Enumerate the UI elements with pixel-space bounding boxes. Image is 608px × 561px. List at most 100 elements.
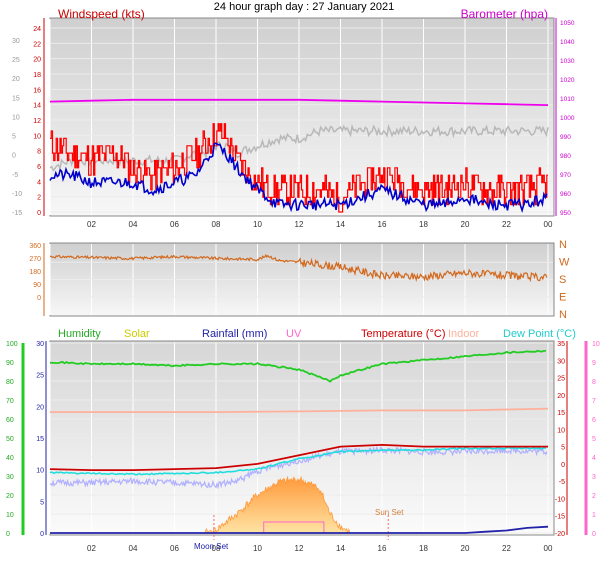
rainfall-axis-tick-label: 30 — [36, 341, 44, 348]
temperature-axis-tick-label: -5 — [559, 479, 565, 486]
series-windspeed — [50, 123, 548, 213]
series-light-blue — [49, 445, 548, 490]
x-tick-label: 16 — [378, 544, 387, 553]
series-wind-low — [49, 142, 548, 213]
series-barometer — [49, 98, 549, 106]
humidity-axis-tick-label: 70 — [6, 398, 14, 405]
windspeed-axis-tick-label: 14 — [33, 103, 41, 110]
direction-panel-series — [49, 253, 548, 283]
temperature-axis-tick-label: -15 — [555, 514, 565, 521]
outer-left-axis-tick-label: 20 — [12, 76, 20, 83]
x-tick-label: 08 — [212, 544, 221, 553]
legend-dew-point: Dew Point (°C) — [503, 328, 576, 340]
temperature-axis-tick-label: -10 — [555, 496, 565, 503]
humidity-axis-tick-label: 30 — [6, 474, 14, 481]
x-tick-label: 10 — [253, 544, 262, 553]
barometer-axis-tick-label: 960 — [560, 191, 571, 198]
x-tick-label: 18 — [419, 220, 428, 229]
uv-axis-tick-label: 5 — [592, 436, 596, 443]
x-tick-label: 02 — [87, 544, 96, 553]
uv-axis-tick-label: 10 — [592, 341, 600, 348]
temperature-axis-tick-label: 5 — [561, 445, 565, 452]
barometer-axis-tick-label: 1030 — [560, 58, 575, 65]
legend-humidity: Humidity — [58, 328, 101, 340]
windspeed-legend: Windspeed (kts) — [58, 7, 145, 21]
barometer-axis-tick-label: 1020 — [560, 77, 575, 84]
windspeed-axis-tick-label: 18 — [33, 72, 41, 79]
compass-axis-tick-label: E — [559, 292, 566, 304]
legend-solar: Solar — [124, 328, 150, 340]
barometer-legend: Barometer (hpa) — [461, 7, 548, 21]
weather-panel-axes: 1009080706050403020100302520151050353025… — [6, 341, 600, 538]
windspeed-axis-tick-label: 6 — [37, 164, 41, 171]
barometer-axis-tick-label: 990 — [560, 134, 571, 141]
barometer-axis-tick-label: 950 — [560, 210, 571, 217]
uv-axis-tick-label: 4 — [592, 455, 596, 462]
rainfall-axis-tick-label: 10 — [36, 468, 44, 475]
barometer-axis-tick-label: 1050 — [560, 20, 575, 27]
uv-axis-tick-label: 2 — [592, 493, 596, 500]
humidity-axis-tick-label: 40 — [6, 455, 14, 462]
outer-left-axis-tick-label: 10 — [12, 114, 20, 121]
legend-indoor: Indoor — [448, 328, 480, 340]
humidity-axis-tick-label: 100 — [6, 341, 18, 348]
outer-left-axis-tick-label: 5 — [12, 134, 16, 141]
barometer-axis-tick-label: 1010 — [560, 96, 575, 103]
weather-panel-series — [49, 349, 549, 540]
humidity-axis-tick-label: 20 — [6, 493, 14, 500]
x-tick-label: 22 — [502, 544, 511, 553]
uv-axis-tick-label: 9 — [592, 360, 596, 367]
x-tick-label: 06 — [170, 220, 179, 229]
wind-panel-axes: 302520151050-5-10-1524222018161412108642… — [12, 18, 575, 217]
uv-axis-tick-label: 1 — [592, 512, 596, 519]
windspeed-axis-tick-label: 24 — [33, 26, 41, 33]
direction-axis-tick-label: 180 — [29, 269, 41, 276]
outer-left-axis-tick-label: 0 — [12, 153, 16, 160]
compass-axis-tick-label: N — [559, 309, 567, 321]
wind-panel-x-ticks: 02 04 06 08 10 12 14 16 18 20 22 00 — [87, 220, 553, 229]
compass-axis-tick-label: S — [559, 274, 566, 286]
windspeed-axis-tick-label: 16 — [33, 87, 41, 94]
outer-left-axis-tick-label: -5 — [12, 172, 18, 179]
uv-axis-tick-label: 0 — [592, 531, 596, 538]
windspeed-axis-tick-label: 0 — [37, 210, 41, 217]
series-grey-wind — [49, 123, 549, 172]
x-tick-label: 18 — [419, 544, 428, 553]
windspeed-axis-tick-label: 20 — [33, 57, 41, 64]
x-tick-label: 00 — [544, 220, 553, 229]
humidity-axis-tick-label: 10 — [6, 512, 14, 519]
legend-rainfall: Rainfall (mm) — [202, 328, 267, 340]
temperature-axis-tick-label: -20 — [555, 531, 565, 538]
outer-left-axis-tick-label: 30 — [12, 38, 20, 45]
temperature-axis-tick-label: 30 — [557, 358, 565, 365]
uv-axis-tick-label: 7 — [592, 398, 596, 405]
windspeed-axis-tick-label: 4 — [37, 179, 41, 186]
windspeed-axis-tick-label: 22 — [33, 41, 41, 48]
series-solar — [205, 475, 351, 535]
windspeed-axis-tick-label: 2 — [37, 195, 41, 202]
series-temperature — [49, 443, 548, 471]
series-dew-point — [50, 446, 546, 476]
moon-set-label: Moon Set — [194, 542, 229, 551]
weather-panel-legend: Humidity Solar Rainfall (mm) UV Temperat… — [58, 328, 576, 340]
x-tick-label: 00 — [544, 544, 553, 553]
rainfall-axis-tick-label: 0 — [40, 531, 44, 538]
legend-uv: UV — [286, 328, 302, 340]
outer-left-axis-tick-label: -10 — [12, 191, 22, 198]
series-uv — [263, 521, 325, 533]
barometer-axis-tick-label: 980 — [560, 153, 571, 160]
windspeed-axis-tick-label: 8 — [37, 149, 41, 156]
uv-axis-tick-label: 3 — [592, 474, 596, 481]
temperature-axis-tick-label: 20 — [557, 393, 565, 400]
x-tick-label: 12 — [295, 220, 304, 229]
compass-axis-tick-label: N — [559, 239, 567, 251]
sun-set-label: Sun Set — [375, 508, 404, 517]
x-tick-label: 12 — [295, 544, 304, 553]
rainfall-axis-tick-label: 15 — [36, 436, 44, 443]
barometer-axis-tick-label: 1040 — [560, 39, 575, 46]
x-tick-label: 22 — [502, 220, 511, 229]
direction-axis-tick-label: 360 — [29, 243, 41, 250]
x-tick-label: 02 — [87, 220, 96, 229]
